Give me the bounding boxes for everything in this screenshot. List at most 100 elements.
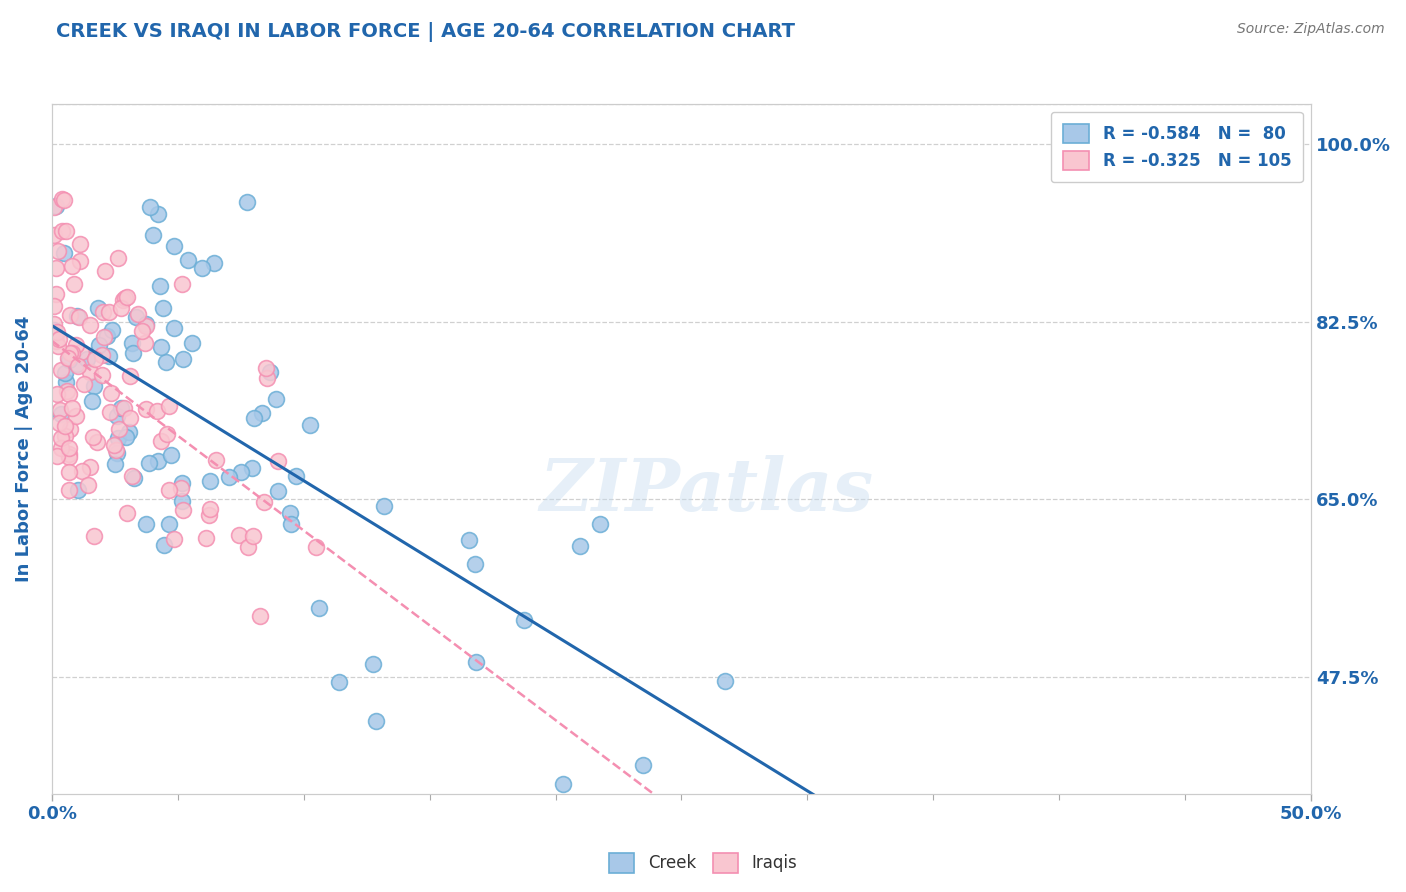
Point bbox=[53, 366, 76, 380]
Point bbox=[259, 365, 281, 379]
Point bbox=[53, 418, 76, 433]
Point bbox=[59, 346, 82, 360]
Point bbox=[157, 483, 180, 498]
Point bbox=[229, 465, 252, 479]
Point bbox=[172, 502, 194, 516]
Point bbox=[59, 421, 82, 435]
Point bbox=[69, 253, 91, 268]
Point bbox=[146, 207, 169, 221]
Point bbox=[51, 407, 73, 421]
Point bbox=[52, 246, 75, 260]
Legend: Creek, Iraqis: Creek, Iraqis bbox=[603, 847, 803, 880]
Point bbox=[58, 465, 80, 479]
Point bbox=[172, 277, 194, 291]
Point bbox=[121, 469, 143, 483]
Point bbox=[366, 714, 388, 728]
Point bbox=[121, 335, 143, 350]
Point bbox=[86, 434, 108, 449]
Point bbox=[58, 450, 80, 465]
Point bbox=[115, 506, 138, 520]
Point bbox=[48, 416, 70, 430]
Point bbox=[60, 401, 83, 416]
Point bbox=[512, 613, 534, 627]
Point bbox=[250, 406, 273, 420]
Point bbox=[163, 532, 186, 546]
Point bbox=[114, 292, 136, 306]
Point bbox=[131, 324, 153, 338]
Point bbox=[110, 301, 132, 315]
Point bbox=[464, 655, 486, 669]
Point bbox=[278, 506, 301, 520]
Point bbox=[56, 351, 79, 365]
Point bbox=[45, 199, 67, 213]
Point bbox=[298, 417, 321, 432]
Point bbox=[51, 431, 73, 445]
Point bbox=[83, 379, 105, 393]
Point bbox=[51, 192, 73, 206]
Point bbox=[66, 483, 89, 497]
Point bbox=[198, 502, 221, 516]
Point bbox=[65, 337, 87, 351]
Point bbox=[156, 427, 179, 442]
Point bbox=[110, 401, 132, 416]
Point bbox=[163, 238, 186, 252]
Point bbox=[202, 256, 225, 270]
Point bbox=[204, 453, 226, 467]
Point bbox=[56, 384, 79, 398]
Point bbox=[112, 401, 135, 415]
Point bbox=[553, 776, 575, 790]
Point bbox=[172, 475, 194, 490]
Point bbox=[172, 351, 194, 366]
Point bbox=[70, 464, 93, 478]
Point bbox=[44, 323, 66, 337]
Point bbox=[45, 287, 67, 301]
Point bbox=[55, 376, 77, 390]
Point bbox=[83, 529, 105, 543]
Point bbox=[49, 402, 72, 417]
Point bbox=[150, 434, 173, 448]
Point bbox=[105, 442, 128, 457]
Point bbox=[150, 340, 173, 354]
Point bbox=[105, 409, 128, 423]
Text: Source: ZipAtlas.com: Source: ZipAtlas.com bbox=[1237, 22, 1385, 37]
Point bbox=[60, 346, 83, 360]
Point bbox=[44, 227, 66, 242]
Point bbox=[70, 345, 93, 359]
Point bbox=[134, 335, 156, 350]
Point bbox=[264, 392, 287, 406]
Point bbox=[58, 441, 80, 455]
Point bbox=[58, 447, 80, 461]
Point bbox=[305, 540, 328, 554]
Point bbox=[46, 449, 69, 463]
Point bbox=[79, 365, 101, 379]
Point bbox=[44, 317, 66, 331]
Point bbox=[122, 346, 145, 360]
Point bbox=[97, 349, 120, 363]
Point bbox=[631, 758, 654, 772]
Point bbox=[87, 301, 110, 315]
Point bbox=[267, 454, 290, 468]
Point bbox=[105, 446, 128, 460]
Point bbox=[361, 657, 384, 671]
Point bbox=[569, 539, 592, 553]
Point bbox=[120, 368, 142, 383]
Point bbox=[76, 351, 98, 366]
Point bbox=[58, 387, 80, 401]
Point bbox=[100, 322, 122, 336]
Point bbox=[122, 471, 145, 485]
Text: ZIPatlas: ZIPatlas bbox=[540, 455, 873, 525]
Point bbox=[157, 399, 180, 413]
Point bbox=[170, 482, 193, 496]
Point bbox=[120, 410, 142, 425]
Point bbox=[589, 517, 612, 532]
Point bbox=[159, 448, 181, 462]
Point bbox=[235, 195, 257, 210]
Point bbox=[51, 223, 73, 237]
Point bbox=[103, 438, 125, 452]
Point bbox=[240, 460, 263, 475]
Point bbox=[149, 279, 172, 293]
Point bbox=[65, 409, 87, 424]
Point bbox=[373, 499, 395, 513]
Point bbox=[79, 318, 101, 332]
Point bbox=[115, 429, 138, 443]
